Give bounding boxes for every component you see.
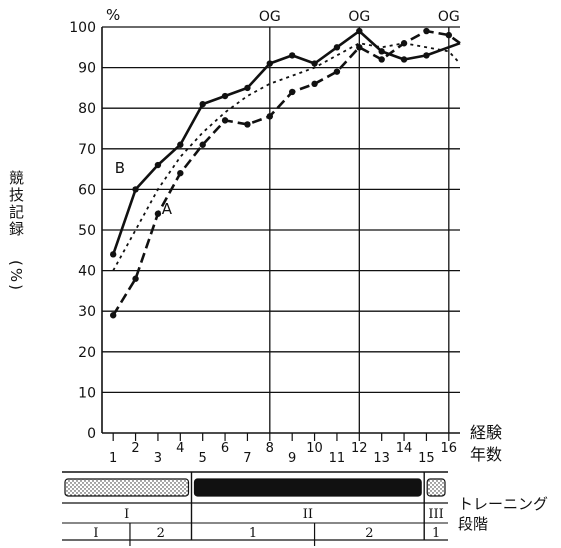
data-point [199,141,206,148]
x-tick-label: 14 [396,441,413,456]
og-marker-label: OG [348,9,370,25]
stage-phase-label: II [303,507,313,522]
x-tick-label: 11 [329,451,346,466]
y-tick-label: 60 [78,182,96,198]
y-axis-title-unit: (%) [7,260,25,292]
y-tick-label: 10 [78,385,96,401]
x-tick-label: 5 [199,451,207,466]
data-point [333,68,341,75]
data-point [132,275,139,282]
data-point [109,312,117,319]
data-point [333,44,341,51]
data-point [132,186,139,193]
x-tick-label: 10 [306,441,323,456]
data-point [177,141,184,148]
og-markers: OG OG OG [259,9,460,25]
data-point [266,60,274,67]
data-point [445,31,453,39]
data-point [221,117,229,124]
x-tick-label: 2 [131,441,139,456]
series-line-A [112,29,461,316]
series-label-A: A [162,200,173,218]
stage-phase-bar-I [64,478,190,497]
data-point [423,27,430,35]
x-tick-label: 16 [441,441,458,456]
data-point [378,48,385,55]
data-point [244,121,251,128]
y-tick-label: 50 [78,223,96,239]
x-tick-label: 13 [373,451,390,466]
stage-label-line2: 段階 [458,515,489,533]
data-point [244,84,251,92]
stage-label-line1: トレーニング [458,495,549,513]
x-tick-label: 15 [418,451,435,466]
x-axis-title-line1: 経験 [470,423,503,442]
stage-phase-label: I [124,507,129,522]
data-point [311,60,318,67]
data-point [154,210,162,217]
data-point [356,44,363,51]
y-tick-label: 90 [78,61,96,77]
data-point [400,56,408,63]
y-tick-label: 0 [87,426,96,442]
data-point [109,251,117,258]
x-tick-label: 4 [176,441,184,456]
y-tick-label: 70 [78,142,96,158]
y-tick-label: 80 [78,101,96,117]
stage-phase-bar-II [193,478,422,497]
y-tick-label: 40 [78,264,96,280]
data-point [400,40,408,47]
stage-sub-label: I [93,526,98,541]
x-tick-label: 6 [221,441,229,456]
x-axis-title-line2: 年数 [470,445,503,464]
x-axis-title: 経験 年数 [470,422,502,466]
x-tick-label: 12 [351,441,368,456]
data-point [311,80,318,88]
x-tick-label: 8 [266,441,274,456]
stage-sub-label: 1 [249,526,257,541]
data-point [221,92,229,100]
og-marker-label: OG [438,9,460,25]
stage-label: トレーニング 段階 [458,494,548,534]
x-tick-label: 3 [154,451,162,466]
series-line-B [111,29,461,255]
data-point [199,100,206,108]
data-point [266,113,274,120]
y-tick-label: 100 [69,20,96,36]
stage-phase-label: III [428,507,443,522]
y-unit-label: % [106,6,121,24]
grid [101,26,460,441]
series-group: BA [109,27,461,319]
data-point [288,88,296,96]
tick-labels: 0102030405060708090100123456789101112131… [69,20,457,466]
series-label-B: B [115,159,125,177]
y-tick-label: 20 [78,345,96,361]
data-point [288,52,296,59]
data-point [177,169,184,177]
y-axis-title-text: 競技記録 [7,170,25,238]
stage-sub-label: 2 [365,526,373,541]
data-point [356,27,363,35]
og-marker-label: OG [259,9,281,25]
stage-phase-bar-III [426,478,446,497]
y-tick-label: 30 [78,304,96,320]
data-point [154,161,162,169]
x-tick-label: 1 [109,451,117,466]
x-tick-label: 9 [288,451,296,466]
data-point [423,52,430,59]
data-point [378,56,385,63]
x-tick-label: 7 [243,451,251,466]
stage-sub-label: 1 [432,526,440,541]
series-line-middle [112,42,461,272]
stage-sub-label: 2 [157,526,165,541]
